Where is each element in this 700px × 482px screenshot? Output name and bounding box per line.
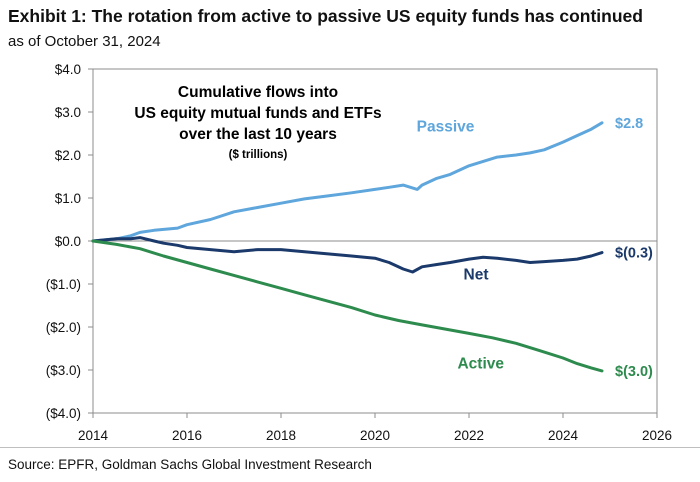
- flows-line-chart: Cumulative flows into US equity mutual f…: [46, 62, 672, 443]
- end-value-label-passive: $2.8: [615, 116, 643, 132]
- source-note: Source: EPFR, Goldman Sachs Global Inves…: [8, 457, 372, 472]
- chart-units-note: ($ trillions): [229, 149, 288, 161]
- x-tick-label: 2022: [454, 428, 484, 443]
- series-line-passive: [91, 121, 604, 243]
- x-tick-label: 2026: [642, 428, 672, 443]
- y-tick-label: $1.0: [55, 191, 81, 206]
- y-tick-label: $2.0: [55, 148, 81, 163]
- y-tick-label: $3.0: [55, 105, 81, 120]
- end-value-label-net: $(0.3): [615, 246, 653, 262]
- series-line-active: [91, 239, 604, 373]
- y-tick-label: ($4.0): [46, 406, 81, 421]
- series-line-net: [91, 236, 604, 274]
- chart-title-line-1: Cumulative flows into: [178, 84, 338, 101]
- source-divider: [0, 447, 700, 448]
- x-tick-label: 2016: [172, 428, 202, 443]
- chart-title-group: Cumulative flows into US equity mutual f…: [134, 84, 381, 161]
- y-tick-label: $4.0: [55, 62, 81, 77]
- x-tick-label: 2018: [266, 428, 296, 443]
- x-tick-label: 2024: [548, 428, 579, 443]
- chart-title-line-2: US equity mutual funds and ETFs: [134, 105, 381, 122]
- y-tick-label: ($1.0): [46, 277, 81, 292]
- y-tick-label: ($3.0): [46, 363, 81, 378]
- series-annotation-net: Net: [464, 267, 489, 284]
- series-annotation-active: Active: [457, 356, 504, 373]
- exhibit-subtitle: as of October 31, 2024: [8, 33, 161, 50]
- y-tick-label: $0.0: [55, 234, 81, 249]
- series-annotation-passive: Passive: [417, 118, 475, 135]
- exhibit-title: Exhibit 1: The rotation from active to p…: [8, 6, 643, 26]
- x-tick-label: 2014: [78, 428, 109, 443]
- end-value-label-active: $(3.0): [615, 364, 653, 380]
- chart-title-line-3: over the last 10 years: [179, 126, 337, 143]
- y-tick-label: ($2.0): [46, 320, 81, 335]
- x-tick-label: 2020: [360, 428, 390, 443]
